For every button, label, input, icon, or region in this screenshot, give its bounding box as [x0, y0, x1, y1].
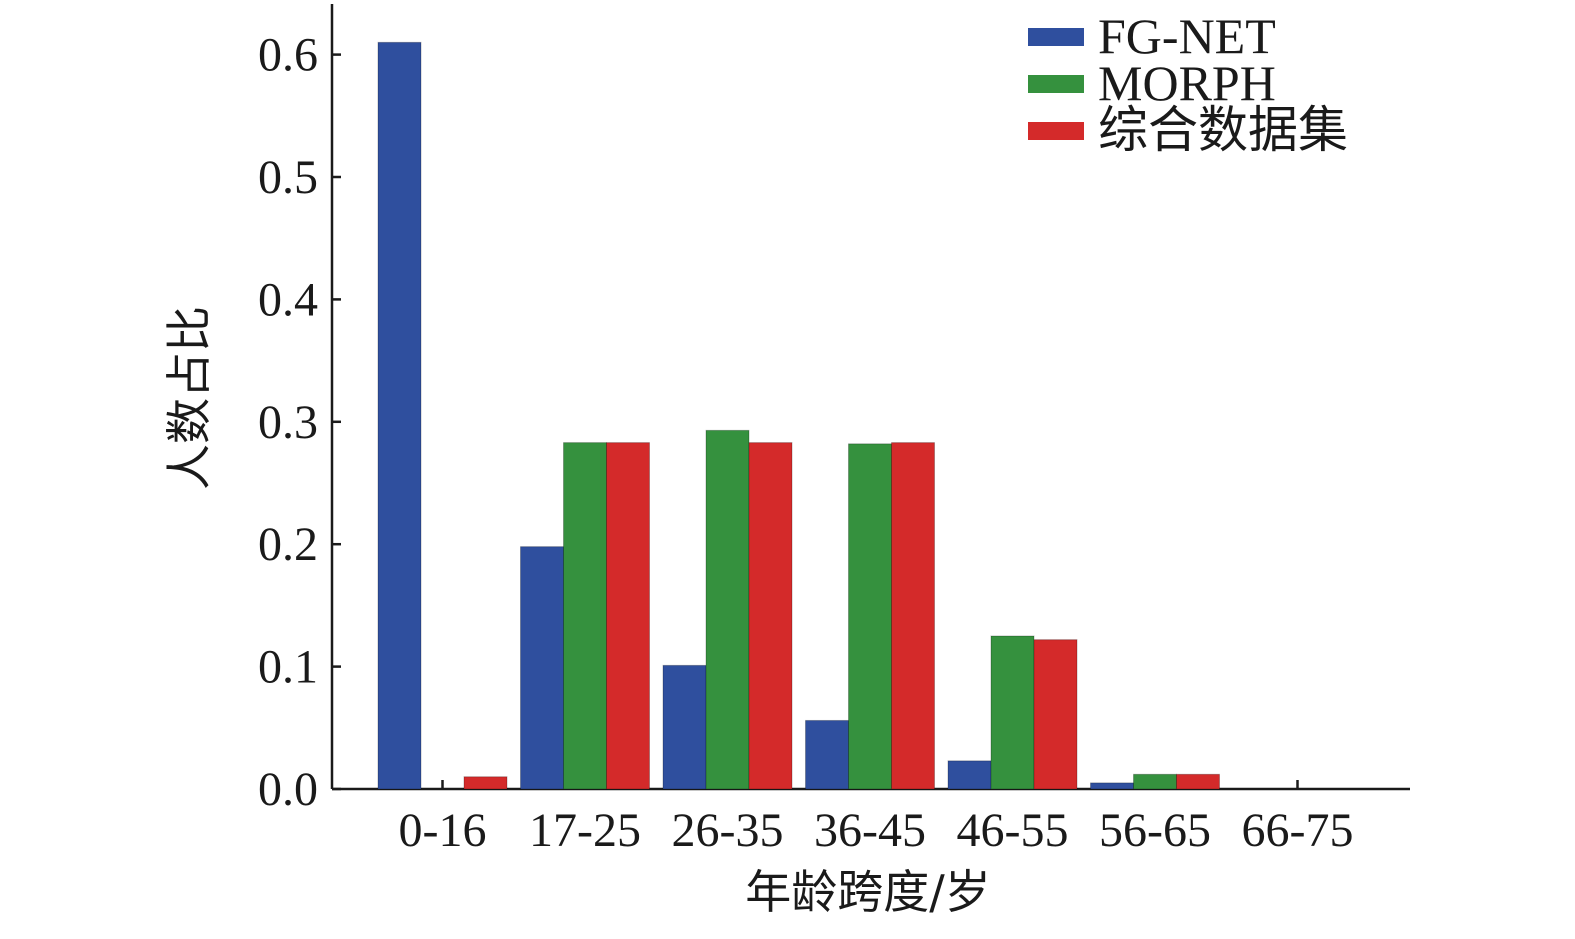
- bar-综合数据集-0-16: [463, 776, 508, 790]
- bar-FG-NET-0-16: [377, 41, 422, 790]
- bar-FG-NET-36-45: [805, 719, 849, 790]
- bar-综合数据集-46-55: [1033, 639, 1078, 790]
- legend-label: FG-NET: [1098, 8, 1276, 64]
- bar-综合数据集-36-45: [891, 442, 935, 790]
- legend-swatch: [1028, 122, 1084, 140]
- y-tick-label: 0.5: [258, 151, 318, 204]
- legend-swatch: [1028, 28, 1084, 46]
- y-tick-label: 0.6: [258, 29, 318, 82]
- bar-FG-NET-56-65: [1090, 782, 1134, 790]
- bar-综合数据集-56-65: [1176, 773, 1220, 790]
- x-tick-label: 26-35: [672, 804, 784, 857]
- legend-label: 综合数据集: [1098, 102, 1348, 158]
- x-tick-label: 66-75: [1242, 804, 1354, 857]
- legend-label: MORPH: [1098, 55, 1276, 111]
- x-tick-label: 36-45: [814, 804, 926, 857]
- bar-综合数据集-17-25: [606, 442, 650, 790]
- bar-综合数据集-26-35: [748, 442, 793, 790]
- bar-MORPH-26-35: [705, 429, 750, 790]
- bar-MORPH-17-25: [563, 442, 607, 790]
- bars: [377, 41, 1220, 790]
- x-tick-label: 56-65: [1099, 804, 1211, 857]
- bar-FG-NET-46-55: [947, 760, 992, 790]
- bar-MORPH-46-55: [990, 635, 1035, 790]
- bar-MORPH-56-65: [1133, 773, 1177, 790]
- y-tick-label: 0.3: [258, 396, 318, 449]
- y-tick-label: 0.0: [258, 763, 318, 816]
- y-tick-label: 0.4: [258, 273, 318, 326]
- x-tick-label: 46-55: [957, 804, 1069, 857]
- y-tick-label: 0.2: [258, 518, 318, 571]
- y-tick-label: 0.1: [258, 641, 318, 694]
- x-axis-title: 年龄跨度/岁: [745, 865, 991, 919]
- x-tick-label: 0-16: [399, 804, 487, 857]
- y-axis-title: 人数占比: [162, 306, 216, 490]
- x-axis-ticks: 0-16 17-25 26-35 36-45 46-55 56-65 66-75: [399, 780, 1354, 857]
- y-axis-ticks: 0.0 0.1 0.2 0.3 0.4 0.5 0.6: [258, 29, 341, 816]
- bar-MORPH-36-45: [848, 443, 892, 790]
- bar-FG-NET-17-25: [520, 546, 564, 790]
- bar-FG-NET-26-35: [662, 664, 707, 790]
- x-tick-label: 17-25: [529, 804, 641, 857]
- legend-swatch: [1028, 75, 1084, 93]
